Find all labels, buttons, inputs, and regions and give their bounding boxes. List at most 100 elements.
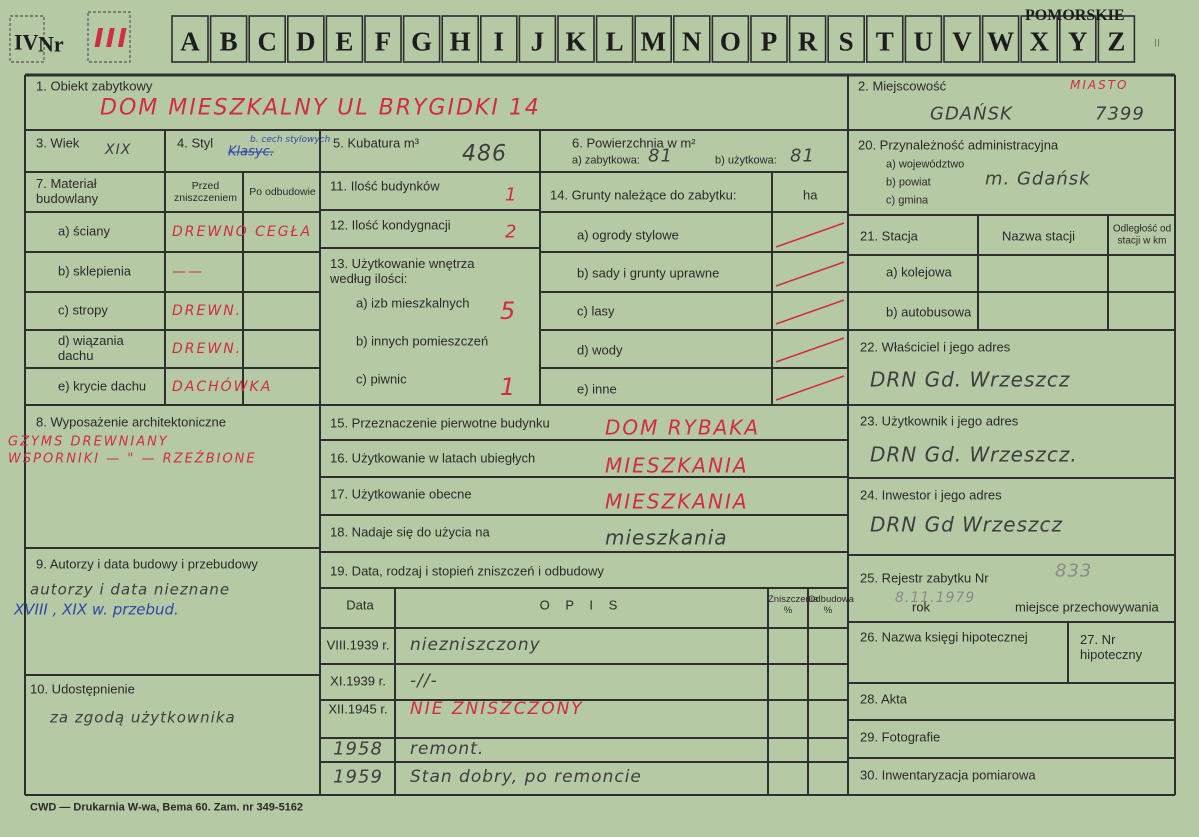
index-letter: W — [987, 26, 1015, 57]
handwritten: DREWNO CEGŁA — [172, 223, 313, 240]
field-text: a) ogrody stylowe — [577, 227, 679, 243]
field-text: 1. Obiekt zabytkowy — [36, 78, 153, 94]
rule — [775, 222, 845, 248]
letter-box — [286, 15, 325, 63]
field-text: DRN Gd. Wrzeszcz — [870, 367, 1071, 392]
index-letter: N — [682, 26, 702, 57]
letter-box — [248, 15, 286, 63]
number: III — [94, 24, 130, 55]
field-text: 8.11.1979 — [895, 589, 976, 606]
prefix: IV — [14, 29, 39, 55]
field-text: XI.1939 r. — [330, 673, 386, 689]
field-text: a) ściany — [58, 223, 111, 239]
rule — [775, 375, 845, 401]
index-letter: P — [760, 26, 778, 57]
letter-box — [402, 15, 441, 63]
field-text: c) lasy — [577, 303, 615, 319]
field-text: m. Gdańsk — [985, 168, 1091, 190]
field-text: Odległość od stacji w km — [1112, 223, 1172, 247]
field-text: 1 — [505, 184, 518, 206]
field-text: 9. Autorzy i data budowy i przebudowy — [36, 556, 258, 572]
index-letter: O — [719, 26, 741, 57]
field-text: 27. Nr hipoteczny — [1080, 632, 1143, 662]
field-text: 1 — [500, 373, 517, 402]
letter-box — [595, 15, 634, 63]
index-letter: E — [335, 26, 354, 57]
index-letter: J — [530, 26, 545, 57]
letter-box — [557, 15, 595, 63]
field-text: 25. Rejestr zabytku Nr — [860, 570, 989, 586]
index-letter: S — [838, 26, 854, 57]
field-text: 7. Materiał budowlany — [36, 176, 99, 206]
letter-box — [209, 15, 248, 63]
letter-box — [325, 15, 364, 63]
field-text: 24. Inwestor i jego adres — [860, 487, 1002, 503]
field-text: autorzy i data nieznane — [30, 580, 231, 599]
field-text: b. cech stylowych — [250, 134, 331, 145]
field-text: 4. Styl — [177, 135, 214, 151]
letter-box — [865, 15, 904, 63]
letter-box — [672, 15, 711, 63]
field-text: b) użytkowa: — [715, 154, 777, 167]
index-letter: M — [640, 26, 666, 57]
field-text: Zniszczenia % — [768, 594, 819, 616]
field-text: 18. Nadaje się do użycia na — [330, 524, 490, 540]
field-text: 26. Nazwa księgi hipotecznej — [860, 629, 1028, 645]
index-letter: C — [257, 26, 277, 57]
field-text: niezniszczony — [410, 635, 541, 656]
number-label: Nr — [38, 31, 64, 57]
field-text: 15. Przeznaczenie pierwotne budynku — [330, 415, 550, 431]
field-text: 12. Ilość kondygnacji — [330, 217, 451, 233]
field-text: 833 — [1055, 560, 1093, 582]
handwritten: DREWN. — [172, 302, 243, 319]
field-text: 2 — [505, 221, 518, 243]
index-letter: R — [797, 26, 818, 57]
field-text: 11. Ilość budynków — [330, 178, 440, 194]
field-text: a) zabytkowa: — [572, 154, 640, 167]
field-text: O P I S — [539, 597, 624, 613]
field-text: 10. Udostępnienie — [30, 681, 135, 697]
field-text: a) kolejowa — [886, 264, 952, 280]
rule — [775, 299, 845, 325]
field-text: -//- — [410, 671, 438, 692]
field-text: 13. Użytkowanie wnętrza według ilości: — [330, 256, 475, 286]
region: POMORSKIE — [1025, 6, 1125, 24]
field-text: a) województwo — [886, 158, 965, 171]
field-text: XVIII , XIX w. przebud. — [14, 600, 179, 619]
field-text: e) inne — [577, 381, 617, 397]
field-text: Klasyc. — [228, 144, 274, 160]
field-text: 22. Właściciel i jego adres — [860, 339, 1011, 355]
field-text: e) krycie dachu — [58, 378, 147, 394]
field-text: c) stropy — [58, 302, 108, 318]
field-text: 1959 — [333, 766, 383, 788]
field-text: 81 — [790, 145, 815, 167]
suffix: II — [1154, 37, 1161, 50]
letter-box — [1059, 15, 1097, 63]
field-text: 20. Przynależność administracyjna — [858, 137, 1059, 153]
field-text: NIE ZNISZCZONY — [410, 699, 584, 720]
index-letter: Y — [1068, 26, 1088, 57]
letter-box — [479, 15, 518, 63]
field-text: 6. Powierzchnia w m² — [572, 135, 696, 151]
field-text: 19. Data, rodzaj i stopień zniszczeń i o… — [330, 563, 604, 579]
field-text: CWD — Drukarnia W-wa, Bema 60. Zam. nr 3… — [30, 801, 304, 814]
rule — [775, 261, 845, 287]
index-letter: A — [180, 26, 200, 57]
index-letter: F — [374, 26, 392, 57]
field-text: Data — [346, 597, 374, 613]
index-letter: T — [875, 26, 894, 57]
field-text: 3. Wiek — [36, 135, 80, 151]
letter-box — [364, 15, 402, 63]
letter-box — [441, 15, 480, 63]
field-text: b) sklepienia — [58, 263, 131, 279]
field-text: 486 — [462, 141, 507, 167]
field-text: rok — [912, 599, 931, 615]
box — [87, 11, 131, 63]
letter-box — [518, 15, 557, 63]
field-text: Stan dobry, po remoncie — [410, 767, 642, 788]
field-text: MIESZKANIA — [605, 489, 749, 514]
letter-box — [171, 15, 209, 63]
letter-box — [981, 15, 1020, 63]
letter-box — [1097, 15, 1136, 63]
field-text: 30. Inwentaryzacja pomiarowa — [860, 767, 1036, 783]
